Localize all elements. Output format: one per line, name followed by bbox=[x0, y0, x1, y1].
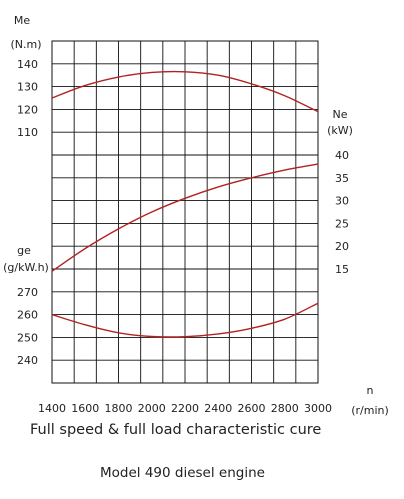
chart-subtitle: Model 490 diesel engine bbox=[100, 465, 265, 481]
me-tick-label: 120 bbox=[17, 103, 38, 116]
me-axis-name: Me bbox=[14, 14, 30, 27]
x-axis-name: n bbox=[367, 384, 374, 397]
ne-axis-name: Ne bbox=[333, 108, 348, 121]
ge-axis-unit: (g/kW.h) bbox=[3, 261, 49, 274]
ge-tick-label: 250 bbox=[17, 331, 38, 344]
ne-tick-label: 25 bbox=[335, 217, 349, 230]
ge-tick-label: 260 bbox=[17, 309, 38, 322]
x-tick-label: 1400 bbox=[38, 402, 66, 415]
x-tick-label: 2600 bbox=[238, 402, 266, 415]
ne-tick-label: 30 bbox=[335, 195, 349, 208]
me-tick-label: 140 bbox=[17, 58, 38, 71]
chart-curves bbox=[51, 70, 319, 338]
series-line-ne bbox=[51, 163, 319, 272]
x-tick-label: 3000 bbox=[304, 402, 332, 415]
x-tick-label: 2400 bbox=[204, 402, 232, 415]
me-tick-label: 110 bbox=[17, 126, 38, 139]
series-line-me bbox=[51, 70, 319, 113]
me-tick-label: 130 bbox=[17, 81, 38, 94]
x-tick-label: 1800 bbox=[105, 402, 133, 415]
x-tick-label: 1600 bbox=[71, 402, 99, 415]
ne-axis-unit: (kW) bbox=[327, 124, 353, 137]
x-axis-unit: (r/min) bbox=[351, 404, 389, 417]
x-tick-label: 2800 bbox=[271, 402, 299, 415]
x-tick-label: 2000 bbox=[138, 402, 166, 415]
ge-tick-label: 270 bbox=[17, 286, 38, 299]
ne-tick-label: 15 bbox=[335, 263, 349, 276]
series-line-ge bbox=[51, 302, 319, 338]
ge-tick-label: 240 bbox=[17, 354, 38, 367]
chart-grid bbox=[51, 40, 319, 384]
ge-axis-name: ge bbox=[17, 244, 31, 257]
me-axis-unit: (N.m) bbox=[10, 38, 41, 51]
chart-tick-labels: 1400 1600 1800 2000 2200 2400 2600 2800 3000 140 1… bbox=[17, 58, 349, 415]
ne-tick-label: 35 bbox=[335, 172, 349, 185]
x-tick-label: 2200 bbox=[171, 402, 199, 415]
ne-tick-label: 40 bbox=[335, 149, 349, 162]
ne-tick-label: 20 bbox=[335, 240, 349, 253]
chart-title: Full speed & full load characteristic cu… bbox=[30, 422, 322, 438]
